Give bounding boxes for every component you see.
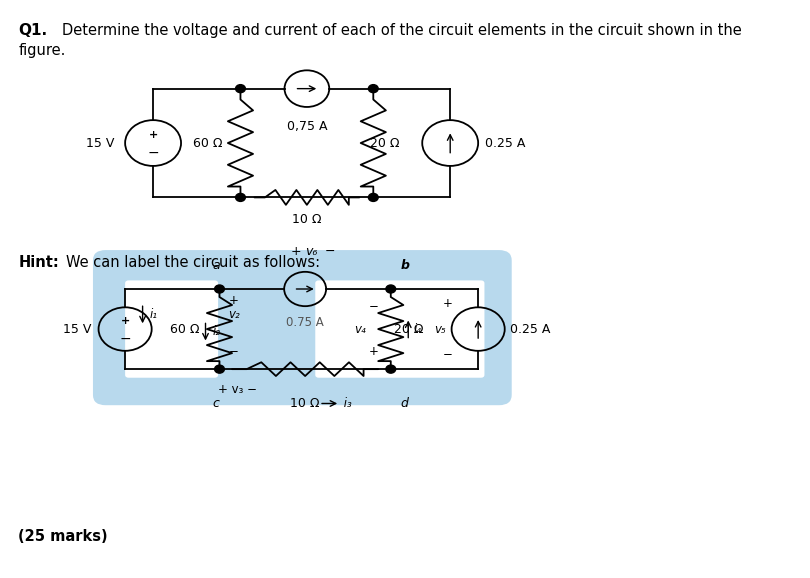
- Text: −: −: [325, 244, 335, 258]
- Text: i₁: i₁: [150, 308, 158, 321]
- Text: v₄: v₄: [355, 323, 366, 336]
- Text: +: +: [369, 346, 378, 358]
- Text: −: −: [443, 349, 453, 361]
- Text: −: −: [228, 346, 238, 358]
- Text: a: a: [212, 259, 220, 272]
- Text: Q1.: Q1.: [18, 23, 47, 38]
- Text: −: −: [369, 299, 378, 313]
- Text: +: +: [121, 317, 130, 327]
- Circle shape: [236, 194, 245, 201]
- Text: i₃: i₃: [340, 397, 352, 410]
- Text: +: +: [148, 130, 158, 140]
- Text: 60 Ω: 60 Ω: [170, 323, 200, 336]
- Circle shape: [236, 84, 245, 92]
- Text: + v₃ −: + v₃ −: [218, 383, 257, 397]
- Text: 15 V: 15 V: [86, 136, 115, 150]
- Text: 15 V: 15 V: [63, 323, 92, 336]
- Text: 0,75 A: 0,75 A: [287, 120, 327, 132]
- Text: v₂: v₂: [228, 308, 241, 321]
- Text: i₂: i₂: [212, 325, 220, 339]
- Text: 0.25 A: 0.25 A: [510, 323, 551, 336]
- Text: 0.75 A: 0.75 A: [286, 317, 324, 329]
- Circle shape: [215, 285, 224, 293]
- Text: +: +: [291, 244, 301, 258]
- FancyBboxPatch shape: [315, 280, 484, 378]
- Text: We can label the circuit as follows:: We can label the circuit as follows:: [66, 255, 320, 270]
- Text: c: c: [212, 397, 220, 410]
- Text: 10 Ω: 10 Ω: [292, 213, 322, 227]
- Text: 20 Ω: 20 Ω: [394, 323, 424, 336]
- Text: i₄: i₄: [414, 323, 422, 336]
- Text: −: −: [147, 146, 159, 160]
- Text: d: d: [401, 397, 409, 410]
- Text: Determine the voltage and current of each of the circuit elements in the circuit: Determine the voltage and current of eac…: [62, 23, 742, 38]
- Text: +: +: [443, 297, 453, 310]
- Text: 0.25 A: 0.25 A: [485, 136, 526, 150]
- Text: b: b: [400, 259, 409, 272]
- Text: 60 Ω: 60 Ω: [194, 136, 223, 150]
- Text: (25 marks): (25 marks): [18, 529, 108, 544]
- Circle shape: [369, 194, 378, 201]
- Text: figure.: figure.: [18, 43, 66, 58]
- Circle shape: [386, 365, 395, 373]
- Text: v₅: v₅: [434, 323, 446, 336]
- Circle shape: [215, 365, 224, 373]
- Text: −: −: [119, 332, 131, 346]
- Text: v₆: v₆: [305, 244, 318, 258]
- Text: +: +: [228, 294, 238, 307]
- Text: Hint:: Hint:: [18, 255, 59, 270]
- Text: 20 Ω: 20 Ω: [370, 136, 399, 150]
- Text: 10 Ω: 10 Ω: [290, 397, 320, 410]
- Circle shape: [369, 84, 378, 92]
- FancyBboxPatch shape: [93, 250, 512, 405]
- FancyBboxPatch shape: [125, 280, 218, 378]
- Circle shape: [386, 285, 395, 293]
